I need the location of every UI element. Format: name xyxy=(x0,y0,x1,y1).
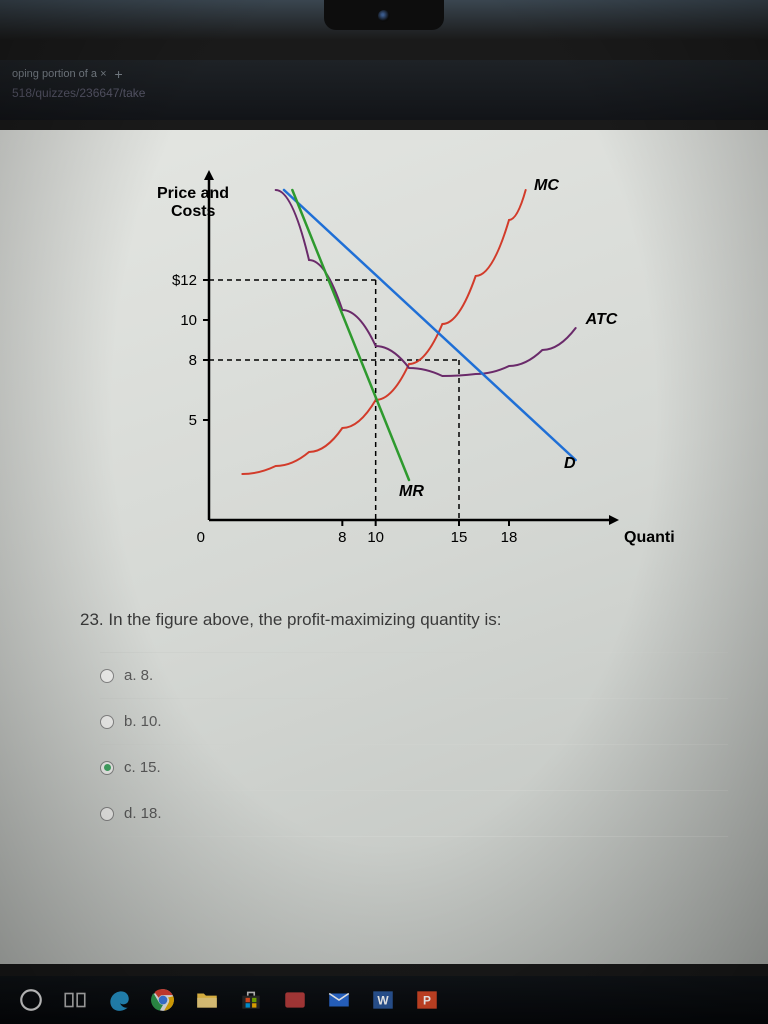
browser-tab-fragment[interactable]: oping portion of a × xyxy=(12,68,107,80)
svg-text:8: 8 xyxy=(189,352,197,369)
svg-text:Price and: Price and xyxy=(157,185,229,202)
powerpoint-icon[interactable]: P xyxy=(414,987,440,1013)
svg-text:5: 5 xyxy=(189,412,197,429)
svg-text:Costs: Costs xyxy=(171,203,216,220)
photos-icon[interactable] xyxy=(282,987,308,1013)
svg-text:P: P xyxy=(423,993,431,1007)
option-label-c: c. 15. xyxy=(124,759,161,776)
svg-text:0: 0 xyxy=(197,529,205,546)
answer-options: a. 8. b. 10. c. 15. d. 18. xyxy=(100,652,728,837)
radio-a[interactable] xyxy=(100,669,114,683)
ms-store-icon[interactable] xyxy=(238,987,264,1013)
url-fragment[interactable]: 518/quizzes/236647/take xyxy=(12,86,756,100)
answer-option-d[interactable]: d. 18. xyxy=(100,790,728,837)
svg-text:D: D xyxy=(564,455,576,472)
windows-taskbar[interactable]: W P xyxy=(0,976,768,1024)
cortana-circle-icon[interactable] xyxy=(18,987,44,1013)
question-text: 23. In the figure above, the profit-maxi… xyxy=(80,610,728,630)
svg-text:W: W xyxy=(377,993,389,1007)
chrome-icon[interactable] xyxy=(150,987,176,1013)
answer-option-c[interactable]: c. 15. xyxy=(100,744,728,790)
radio-b[interactable] xyxy=(100,715,114,729)
svg-text:10: 10 xyxy=(180,312,197,329)
svg-text:$12: $12 xyxy=(172,272,197,289)
svg-text:15: 15 xyxy=(451,529,468,546)
svg-text:10: 10 xyxy=(367,529,384,546)
svg-text:MR: MR xyxy=(399,483,424,500)
option-label-d: d. 18. xyxy=(124,805,162,822)
mail-icon[interactable] xyxy=(326,987,352,1013)
svg-text:18: 18 xyxy=(501,529,518,546)
cost-curves-chart: Price andCosts $12 10 8 5 0 8 10 15 18 Quantity MC A… xyxy=(114,160,674,590)
svg-text:Quantity: Quantity xyxy=(624,529,674,546)
radio-c[interactable] xyxy=(100,761,114,775)
quiz-page: Price andCosts $12 10 8 5 0 8 10 15 18 Quantity MC A… xyxy=(0,130,768,964)
question-body: In the figure above, the profit-maximizi… xyxy=(108,610,501,629)
question-number: 23. xyxy=(80,610,104,629)
webcam-bezel xyxy=(324,0,444,30)
file-explorer-icon[interactable] xyxy=(194,987,220,1013)
answer-option-a[interactable]: a. 8. xyxy=(100,652,728,698)
option-label-b: b. 10. xyxy=(124,713,162,730)
task-view-icon[interactable] xyxy=(62,987,88,1013)
svg-text:MC: MC xyxy=(534,177,559,194)
svg-text:ATC: ATC xyxy=(585,311,618,328)
option-label-a: a. 8. xyxy=(124,667,153,684)
word-icon[interactable]: W xyxy=(370,987,396,1013)
answer-option-b[interactable]: b. 10. xyxy=(100,698,728,744)
edge-icon[interactable] xyxy=(106,987,132,1013)
browser-chrome: oping portion of a × + 518/quizzes/23664… xyxy=(0,60,768,120)
chart-container: Price andCosts $12 10 8 5 0 8 10 15 18 Quantity MC A… xyxy=(114,160,674,590)
svg-text:8: 8 xyxy=(338,529,346,546)
new-tab-button[interactable]: + xyxy=(115,66,123,82)
radio-d[interactable] xyxy=(100,807,114,821)
